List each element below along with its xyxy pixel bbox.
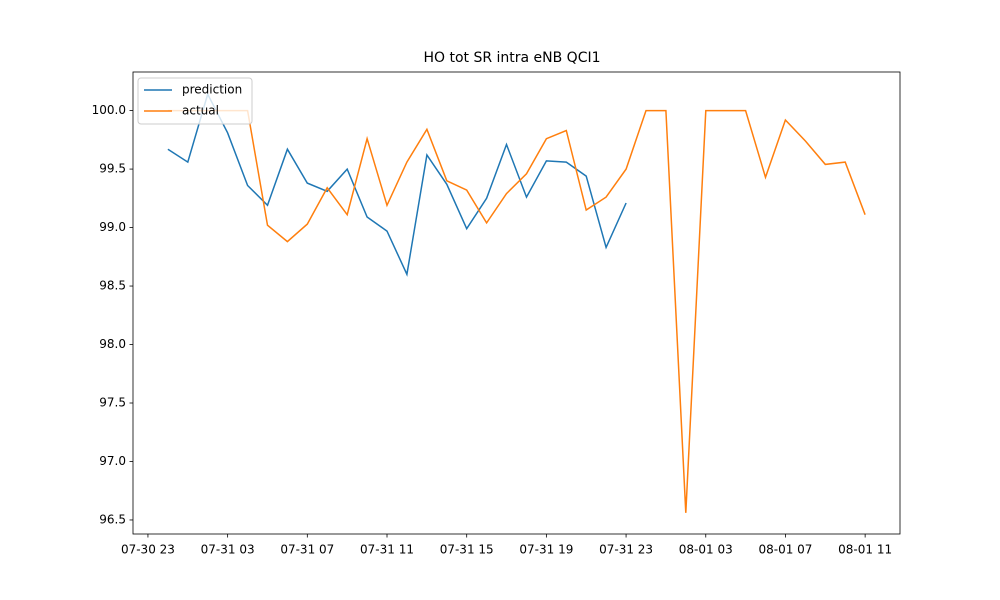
chart-title: HO tot SR intra eNB QCI1	[423, 50, 600, 66]
y-tick-label: 99.0	[99, 220, 126, 234]
data-line	[167, 92, 627, 277]
y-tick-label: 97.5	[99, 396, 126, 410]
x-tick-label: 07-31 23	[599, 543, 653, 557]
legend-label: prediction	[182, 83, 242, 97]
x-tick-label: 08-01 03	[679, 543, 733, 557]
data-line	[167, 109, 866, 513]
y-tick-label: 98.5	[99, 279, 126, 293]
x-tick-label: 07-31 11	[360, 543, 414, 557]
x-tick-label: 08-01 07	[758, 543, 812, 557]
legend-label: actual	[182, 104, 219, 118]
plot-frame	[132, 71, 901, 535]
y-tick-label: 100.0	[92, 103, 126, 117]
x-tick-label: 07-30 23	[121, 543, 175, 557]
x-tick-label: 08-01 11	[838, 543, 892, 557]
x-tick-label: 07-31 07	[280, 543, 334, 557]
y-tick-label: 99.5	[99, 162, 126, 176]
y-tick-label: 97.0	[99, 454, 126, 468]
y-tick-label: 98.0	[99, 337, 126, 351]
x-tick-label: 07-31 19	[519, 543, 573, 557]
x-tick-label: 07-31 03	[201, 543, 255, 557]
x-tick-label: 07-31 15	[440, 543, 494, 557]
y-tick-label: 96.5	[99, 512, 126, 526]
